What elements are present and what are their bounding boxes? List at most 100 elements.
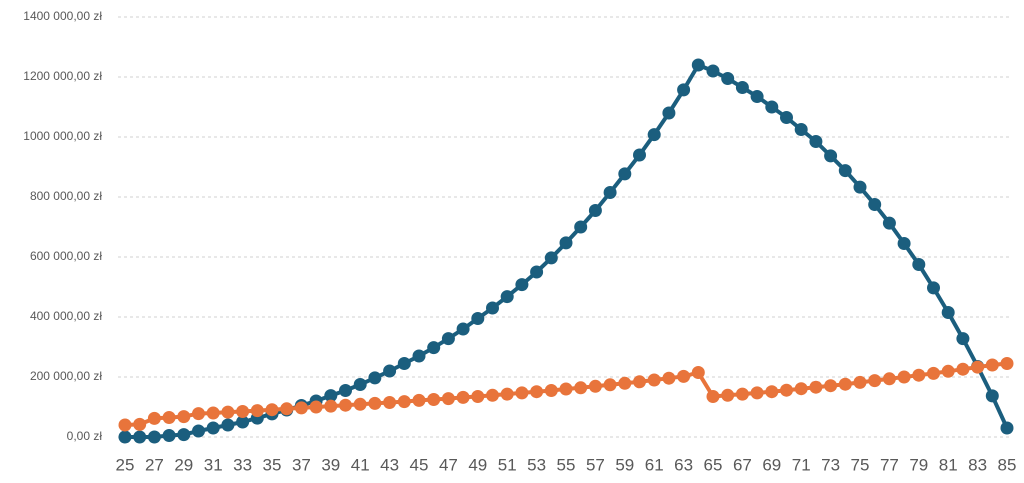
data-point	[544, 384, 558, 397]
x-tick-label: 35	[263, 455, 282, 474]
data-point	[588, 379, 602, 393]
data-point	[147, 411, 161, 425]
x-tick-label: 83	[968, 455, 987, 474]
data-point	[838, 164, 852, 178]
data-point	[559, 236, 573, 250]
data-point	[500, 290, 514, 304]
data-point	[691, 58, 705, 72]
data-point	[353, 397, 367, 411]
data-point	[633, 375, 646, 389]
x-tick-label: 37	[292, 455, 311, 474]
data-point	[912, 368, 926, 382]
data-point	[1000, 357, 1014, 370]
data-point	[530, 265, 544, 279]
data-point	[544, 251, 558, 265]
data-point	[177, 428, 191, 442]
x-tick-label: 49	[468, 455, 487, 474]
data-point	[603, 186, 617, 199]
x-tick-label: 59	[615, 455, 634, 474]
x-tick-label: 41	[351, 455, 370, 474]
data-point	[118, 418, 132, 432]
data-point	[456, 322, 470, 336]
x-tick-label: 29	[174, 455, 193, 474]
data-point	[250, 404, 264, 418]
x-tick-label: 53	[527, 455, 546, 474]
data-point	[618, 167, 632, 181]
data-point	[118, 430, 132, 444]
data-point	[486, 301, 499, 315]
y-tick-label: 400 000,00 zł	[30, 309, 102, 323]
x-tick-label: 71	[792, 455, 811, 474]
x-tick-label: 65	[704, 455, 723, 474]
data-point	[309, 400, 323, 414]
x-tick-label: 45	[410, 455, 429, 474]
x-tick-label: 47	[439, 455, 458, 474]
data-point	[868, 374, 882, 388]
data-point	[177, 410, 191, 424]
data-point	[471, 390, 485, 403]
data-point	[221, 405, 235, 419]
data-point	[574, 381, 588, 395]
data-point	[662, 106, 676, 120]
data-point	[427, 341, 441, 355]
data-point	[927, 281, 940, 295]
data-point	[618, 376, 632, 390]
data-point	[794, 382, 808, 396]
data-point	[236, 405, 250, 418]
data-point	[603, 378, 617, 392]
x-tick-label: 33	[233, 455, 252, 474]
data-point	[735, 387, 749, 401]
y-tick-label: 1200 000,00 zł	[23, 69, 102, 83]
data-point	[912, 258, 926, 271]
data-point	[574, 220, 588, 234]
data-point	[794, 123, 808, 136]
data-point	[500, 387, 514, 401]
data-point	[265, 403, 279, 417]
x-tick-label: 77	[880, 455, 899, 474]
data-point	[397, 395, 411, 409]
data-point	[427, 393, 441, 406]
data-point	[985, 358, 999, 372]
data-point	[192, 407, 205, 421]
x-tick-label: 39	[321, 455, 340, 474]
data-point	[192, 424, 205, 438]
data-point	[339, 398, 352, 412]
data-point	[897, 237, 911, 250]
data-point	[735, 81, 749, 94]
data-point	[633, 148, 646, 162]
data-point	[647, 128, 661, 142]
data-point	[368, 371, 382, 385]
x-tick-label: 25	[116, 455, 135, 474]
y-tick-label: 0,00 zł	[67, 429, 103, 443]
data-point	[412, 349, 426, 363]
data-point	[559, 382, 573, 396]
y-tick-label: 1400 000,00 zł	[23, 9, 102, 23]
data-point	[515, 278, 529, 292]
data-point	[941, 306, 955, 319]
data-point	[397, 357, 411, 370]
data-point	[838, 377, 852, 391]
x-tick-label: 57	[586, 455, 605, 474]
data-point	[662, 371, 676, 385]
y-tick-label: 600 000,00 zł	[30, 249, 102, 263]
x-tick-label: 67	[733, 455, 752, 474]
data-point	[530, 385, 544, 399]
data-point	[280, 402, 294, 416]
data-point	[853, 180, 867, 194]
data-point	[324, 389, 338, 403]
data-point	[456, 390, 470, 404]
data-point	[133, 430, 147, 444]
data-point	[691, 366, 705, 379]
x-tick-label: 73	[821, 455, 840, 474]
data-point	[780, 111, 793, 124]
x-tick-label: 55	[557, 455, 576, 474]
y-tick-label: 1000 000,00 zł	[23, 129, 102, 143]
data-point	[706, 390, 720, 403]
data-point	[882, 372, 896, 386]
data-point	[206, 421, 220, 435]
data-point	[882, 216, 896, 230]
y-tick-label: 800 000,00 zł	[30, 189, 102, 203]
x-tick-label: 81	[939, 455, 958, 474]
data-point	[1000, 421, 1014, 435]
